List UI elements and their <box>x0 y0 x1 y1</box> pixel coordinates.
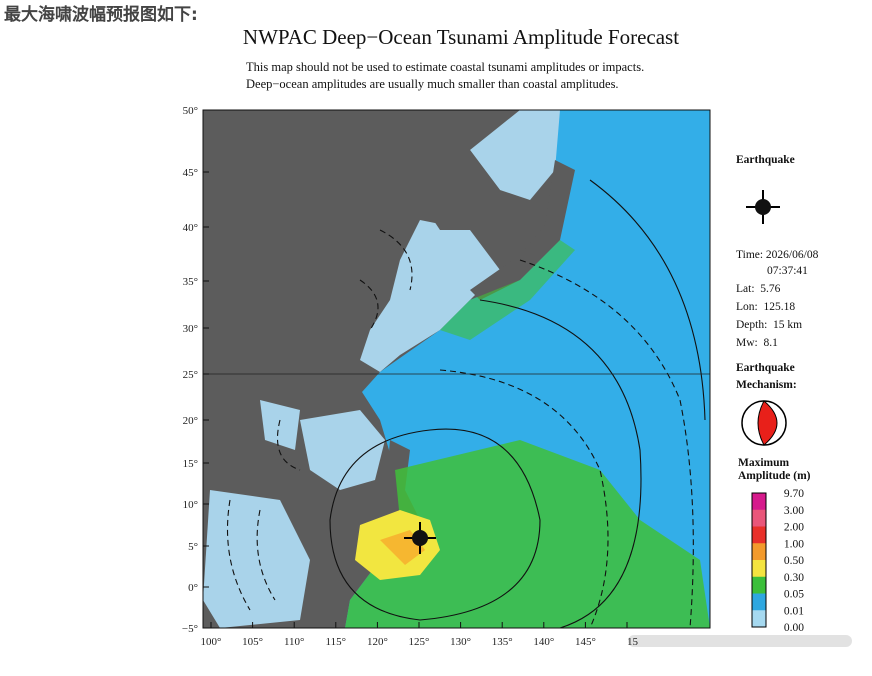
lon-label: 135° <box>492 636 513 648</box>
title: NWPAC Deep−Ocean Tsunami Amplitude Forec… <box>243 25 679 49</box>
lon-label: 105° <box>242 636 263 648</box>
lat-label: 20° <box>183 415 198 427</box>
heading: Maximum <box>738 457 790 469</box>
map <box>202 109 711 629</box>
colorbar-segment <box>752 593 766 611</box>
colorbar: 9.70 3.00 2.00 1.00 0.50 0.30 0.05 0.01 0.00 <box>751 488 804 634</box>
lat-label: 5° <box>188 541 198 553</box>
caption: 最大海啸波幅预报图如下: <box>4 4 198 25</box>
lon-label: 125° <box>409 636 430 648</box>
note: Deep−ocean amplitudes are usually much s… <box>246 77 619 91</box>
lon-label: 110° <box>284 636 305 648</box>
lat-label: 30° <box>183 323 198 335</box>
scale-label: 3.00 <box>784 505 804 517</box>
watermark <box>628 635 852 647</box>
colorbar-frame <box>751 492 767 628</box>
colorbar-segment <box>752 560 766 578</box>
japan <box>470 160 575 300</box>
map-frame <box>202 109 711 629</box>
shelf <box>203 490 310 628</box>
green-zone <box>440 240 575 340</box>
scale-label: 0.30 <box>784 572 804 584</box>
lat: Lat: 5.76 <box>736 283 781 295</box>
magnitude: Mw: 8.1 <box>736 337 778 349</box>
colorbar-segment <box>752 576 766 594</box>
contour <box>519 259 694 628</box>
heading: Mechanism: <box>736 379 797 391</box>
island <box>420 150 500 230</box>
contour <box>479 299 642 628</box>
lat-label: 45° <box>183 167 198 179</box>
time: 07:37:41 <box>767 265 808 277</box>
colorbar-segment <box>752 509 766 527</box>
colorbar-segment <box>752 610 766 628</box>
contour <box>226 229 413 611</box>
epicenter <box>404 522 436 554</box>
lon-label: 140° <box>533 636 554 648</box>
scale-label: 0.00 <box>784 622 804 634</box>
time: Time: 2026/06/08 <box>736 249 819 261</box>
heading: Earthquake <box>736 362 795 374</box>
colorbar-segment <box>752 526 766 544</box>
lat-label: 25° <box>183 369 198 381</box>
shelf <box>360 220 500 372</box>
lat-label: 10° <box>183 499 198 511</box>
lat-label: 15° <box>183 458 198 470</box>
scale-label: 0.50 <box>784 555 804 567</box>
contour <box>589 179 706 421</box>
note: This map should not be used to estimate … <box>246 60 644 74</box>
scale-label: 0.01 <box>784 605 804 617</box>
heading: Amplitude (m) <box>738 470 811 482</box>
heading: Earthquake <box>736 154 795 166</box>
colorbar-segment <box>752 493 766 511</box>
contour <box>439 369 609 628</box>
lon-label: 145° <box>575 636 596 648</box>
shelf <box>300 410 385 490</box>
scale-label: 9.70 <box>784 488 804 500</box>
lon-label: 115° <box>326 636 347 648</box>
colorbar-segment <box>752 543 766 561</box>
depth: Depth: 15 km <box>736 319 802 331</box>
contour <box>329 428 541 621</box>
lon-label: 15 <box>627 636 639 648</box>
shelf <box>470 110 560 200</box>
lat-label: 40° <box>183 222 198 234</box>
lon-label: 100° <box>201 636 222 648</box>
shelf <box>260 400 300 450</box>
sidebar: Earthquake Time: 2026/06/08 07:37:41 Lat… <box>736 154 819 634</box>
scale-label: 2.00 <box>784 522 804 534</box>
scale-label: 0.05 <box>784 589 804 601</box>
lat-label: −5° <box>182 623 198 635</box>
lon-label: 120° <box>367 636 388 648</box>
lat-label: 0° <box>188 582 198 594</box>
lat-label: 50° <box>183 105 198 117</box>
lat-label: 35° <box>183 276 198 288</box>
lon: Lon: 125.18 <box>736 301 795 313</box>
scale-label: 1.00 <box>784 538 804 550</box>
lon-label: 130° <box>450 636 471 648</box>
